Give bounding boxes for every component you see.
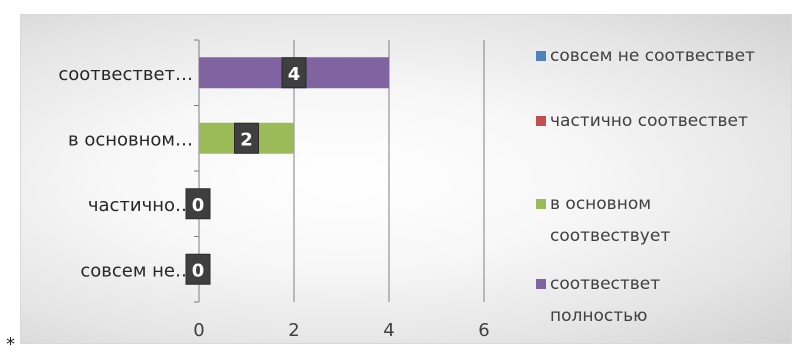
data-label-box-3 [281, 57, 307, 89]
x-tick-label-2: 4 [383, 320, 394, 341]
legend-label-line: в основном [550, 194, 652, 214]
data-label-3: 4 [288, 64, 301, 85]
x-tick-label-1: 2 [288, 320, 299, 341]
chart-legend: совсем не соотвествет частично соотвестве… [536, 40, 786, 340]
legend-label-line: частично соотвествет [550, 111, 748, 131]
data-label-box-2 [234, 122, 259, 154]
data-label-2: 2 [240, 129, 253, 150]
legend-label-line: полностью [550, 306, 648, 326]
legend-label-line: соотвествет [550, 274, 661, 294]
legend-label-3: соотвествет полностью [550, 268, 780, 332]
footnote-mark: * [6, 334, 15, 355]
legend-label-line: совсем не соотвествет [550, 46, 755, 66]
category-label-0: совсем не… [80, 260, 193, 281]
chart-area [20, 14, 792, 344]
legend-swatch-1 [536, 116, 546, 126]
category-label-3: соотвествет… [58, 64, 193, 85]
legend-swatch-0 [536, 51, 546, 61]
legend-swatch-2 [536, 199, 546, 209]
legend-label-0: совсем не соотвествет [550, 40, 780, 72]
category-label-1: частично… [88, 195, 193, 216]
x-tick-label-0: 0 [193, 320, 204, 341]
data-label-1: 0 [192, 195, 205, 216]
data-label-box-0 [185, 253, 211, 285]
legend-swatch-3 [536, 279, 546, 289]
legend-label-1: частично соотвествет [550, 105, 780, 137]
x-tick-label-3: 6 [478, 320, 489, 341]
category-label-2: в основном… [68, 129, 193, 150]
data-label-box-1 [185, 188, 211, 220]
legend-label-line: соотвествует [550, 226, 671, 246]
legend-label-2: в основном соотвествует [550, 188, 780, 252]
data-label-0: 0 [192, 260, 205, 281]
